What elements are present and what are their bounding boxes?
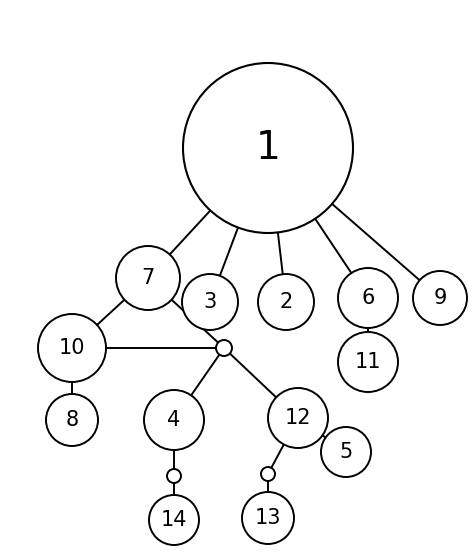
Circle shape <box>321 427 371 477</box>
Circle shape <box>182 274 238 330</box>
Text: 2: 2 <box>279 292 293 312</box>
Circle shape <box>38 314 106 382</box>
Circle shape <box>183 63 353 233</box>
Circle shape <box>413 271 467 325</box>
Circle shape <box>338 332 398 392</box>
Text: 5: 5 <box>339 442 353 462</box>
Circle shape <box>149 495 199 545</box>
Circle shape <box>167 469 181 483</box>
Circle shape <box>216 340 232 356</box>
Text: 8: 8 <box>65 410 79 430</box>
Text: 11: 11 <box>355 352 381 372</box>
Text: 14: 14 <box>161 510 187 530</box>
Text: 10: 10 <box>59 338 85 358</box>
Text: 7: 7 <box>141 268 155 288</box>
Circle shape <box>242 492 294 544</box>
Circle shape <box>144 390 204 450</box>
Text: 1: 1 <box>256 129 280 167</box>
Text: 6: 6 <box>361 288 375 308</box>
Circle shape <box>268 388 328 448</box>
Text: 4: 4 <box>168 410 180 430</box>
Text: 9: 9 <box>433 288 446 308</box>
Circle shape <box>258 274 314 330</box>
Text: 12: 12 <box>285 408 311 428</box>
Circle shape <box>261 467 275 481</box>
Circle shape <box>46 394 98 446</box>
Circle shape <box>116 246 180 310</box>
Text: 3: 3 <box>203 292 217 312</box>
Text: 13: 13 <box>255 508 281 528</box>
Circle shape <box>338 268 398 328</box>
